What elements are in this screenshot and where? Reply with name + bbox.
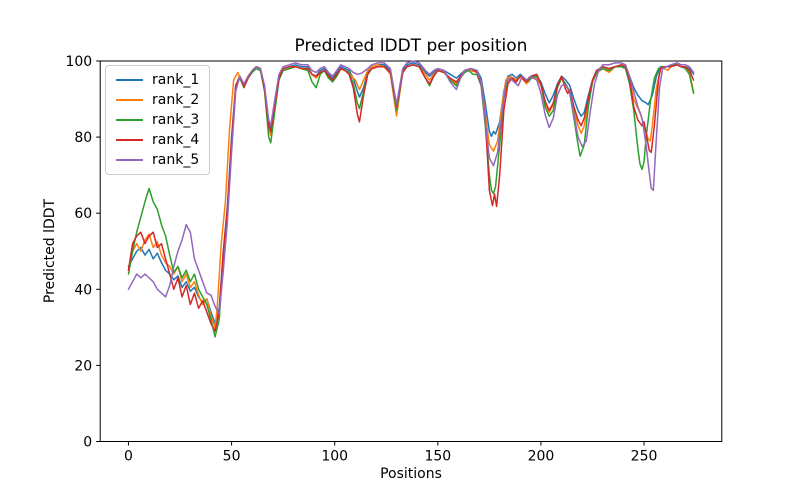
legend-item-rank_5: rank_5 [116, 152, 200, 168]
legend-line-swatch [116, 79, 143, 81]
y-tick-label: 20 [74, 358, 92, 374]
x-tick-label: 0 [124, 449, 133, 465]
legend-label: rank_5 [152, 152, 200, 168]
legend-label: rank_4 [152, 132, 200, 148]
x-tick-label: 250 [631, 449, 658, 465]
x-tick-label: 50 [223, 449, 241, 465]
y-tick-label: 40 [74, 282, 92, 298]
x-tick-label: 100 [321, 449, 348, 465]
y-tick-label: 60 [74, 206, 92, 222]
legend-item-rank_3: rank_3 [116, 112, 200, 128]
legend-item-rank_1: rank_1 [116, 72, 200, 88]
y-tick-label: 0 [83, 435, 92, 451]
series-line-rank_2 [127, 64, 695, 329]
legend-line-swatch [116, 119, 143, 121]
legend-item-rank_2: rank_2 [116, 92, 200, 108]
y-tick-label: 100 [65, 54, 92, 70]
x-tick-label: 150 [424, 449, 451, 465]
x-tick-label: 200 [528, 449, 555, 465]
y-tick-label: 80 [74, 130, 92, 146]
legend-label: rank_3 [152, 112, 200, 128]
legend-line-swatch [116, 139, 143, 141]
legend: rank_1 rank_2 rank_3 rank_4 rank_5 [105, 65, 211, 175]
series-line-rank_1 [127, 62, 695, 325]
series-line-rank_4 [127, 64, 695, 332]
legend-item-rank_4: rank_4 [116, 132, 200, 148]
legend-line-swatch [116, 159, 143, 161]
series-line-rank_3 [127, 64, 695, 338]
series-line-rank_5 [127, 60, 695, 315]
x-axis-label: Positions [380, 466, 442, 482]
legend-label: rank_1 [152, 72, 200, 88]
legend-line-swatch [116, 99, 143, 101]
chart-title: Predicted lDDT per position [294, 36, 528, 56]
legend-label: rank_2 [152, 92, 200, 108]
